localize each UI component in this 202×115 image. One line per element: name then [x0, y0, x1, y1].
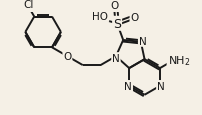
Text: N: N [157, 81, 165, 91]
Text: NH$_2$: NH$_2$ [167, 54, 190, 67]
Text: HO: HO [92, 12, 108, 22]
Text: S: S [113, 18, 121, 30]
Text: N: N [112, 53, 120, 63]
Text: O: O [63, 52, 72, 62]
Text: Cl: Cl [24, 0, 34, 10]
Text: O: O [130, 13, 139, 23]
Text: O: O [111, 1, 119, 11]
Text: N: N [139, 37, 146, 47]
Text: N: N [124, 81, 132, 91]
